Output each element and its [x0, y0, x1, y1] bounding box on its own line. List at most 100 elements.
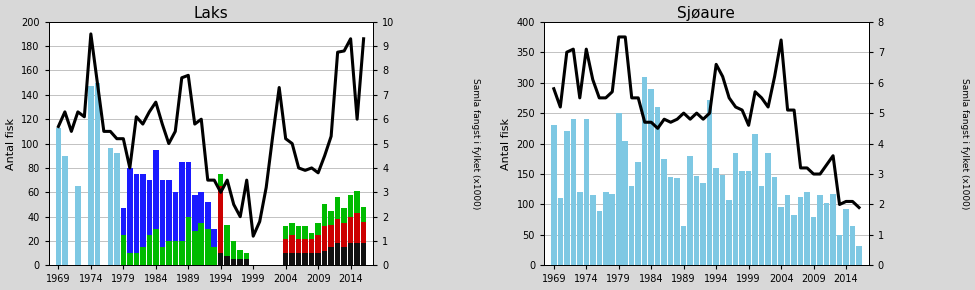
Bar	[224, 225, 230, 256]
Bar	[166, 241, 172, 265]
Bar	[655, 107, 660, 265]
Bar	[212, 229, 217, 247]
Bar	[609, 193, 615, 265]
Bar	[127, 168, 133, 253]
Bar	[759, 186, 764, 265]
Bar	[831, 193, 836, 265]
Bar	[199, 192, 204, 223]
Bar	[309, 239, 314, 253]
Y-axis label: Antal fisk: Antal fisk	[6, 117, 16, 170]
Bar	[290, 235, 294, 253]
Bar	[564, 131, 569, 265]
Bar	[354, 244, 360, 265]
Bar	[244, 259, 250, 265]
Bar	[160, 180, 165, 247]
Bar	[283, 239, 289, 253]
Bar	[329, 247, 333, 265]
Bar	[224, 256, 230, 265]
Bar	[661, 159, 667, 265]
Bar	[348, 217, 353, 244]
Y-axis label: Samla fangst i fylket (x1000): Samla fangst i fylket (x1000)	[471, 78, 480, 209]
Bar	[648, 89, 654, 265]
Bar	[334, 197, 340, 219]
Bar	[140, 247, 145, 265]
Bar	[348, 244, 353, 265]
Bar	[95, 83, 100, 265]
Bar	[739, 171, 745, 265]
Bar	[153, 150, 159, 229]
Bar	[173, 241, 178, 265]
Bar	[354, 191, 360, 213]
Bar	[153, 229, 159, 265]
Bar	[290, 253, 294, 265]
Bar	[334, 244, 340, 265]
Bar	[341, 208, 347, 223]
Bar	[629, 186, 635, 265]
Bar	[597, 211, 602, 265]
Bar	[354, 213, 360, 244]
Bar	[636, 162, 641, 265]
Bar	[146, 235, 152, 265]
Bar	[218, 174, 223, 186]
Bar	[785, 195, 791, 265]
Bar	[121, 208, 126, 235]
Bar	[668, 177, 674, 265]
Bar	[798, 197, 803, 265]
Bar	[290, 223, 294, 235]
Bar	[329, 211, 333, 225]
Bar	[205, 202, 211, 229]
Bar	[134, 253, 139, 265]
Bar	[551, 125, 557, 265]
Bar	[302, 226, 308, 239]
Bar	[577, 192, 582, 265]
Bar	[804, 192, 810, 265]
Bar	[714, 168, 719, 265]
Bar	[315, 223, 321, 235]
Bar	[56, 128, 61, 265]
Bar	[192, 231, 198, 265]
Bar	[173, 192, 178, 241]
Bar	[185, 162, 191, 217]
Bar	[114, 153, 120, 265]
Bar	[127, 253, 133, 265]
Bar	[733, 153, 738, 265]
Bar	[166, 180, 172, 241]
Bar	[817, 195, 823, 265]
Bar	[309, 233, 314, 239]
Bar	[361, 222, 367, 244]
Bar	[295, 226, 301, 239]
Bar	[231, 241, 237, 259]
Bar	[192, 195, 198, 231]
Bar	[244, 253, 250, 259]
Bar	[160, 247, 165, 265]
Bar	[856, 246, 862, 265]
Bar	[315, 235, 321, 253]
Bar	[765, 153, 771, 265]
Bar	[185, 217, 191, 265]
Bar	[134, 174, 139, 253]
Bar	[302, 239, 308, 253]
Bar	[295, 239, 301, 253]
Bar	[146, 180, 152, 235]
Title: Sjøaure: Sjøaure	[678, 6, 735, 21]
Bar	[179, 241, 184, 265]
Bar	[726, 200, 732, 265]
Bar	[238, 250, 243, 259]
Bar	[212, 247, 217, 265]
Bar	[348, 195, 353, 217]
Bar	[687, 156, 693, 265]
Bar	[121, 235, 126, 265]
Bar	[341, 247, 347, 265]
Bar	[140, 174, 145, 247]
Bar	[334, 219, 340, 244]
Bar	[583, 119, 589, 265]
Y-axis label: Antal fisk: Antal fisk	[501, 117, 511, 170]
Bar	[361, 244, 367, 265]
Y-axis label: Samla fangst i fylket (x1000): Samla fangst i fylket (x1000)	[960, 78, 969, 209]
Bar	[570, 119, 576, 265]
Bar	[603, 192, 608, 265]
Bar	[218, 253, 223, 265]
Bar	[811, 217, 816, 265]
Bar	[238, 259, 243, 265]
Bar	[590, 195, 596, 265]
